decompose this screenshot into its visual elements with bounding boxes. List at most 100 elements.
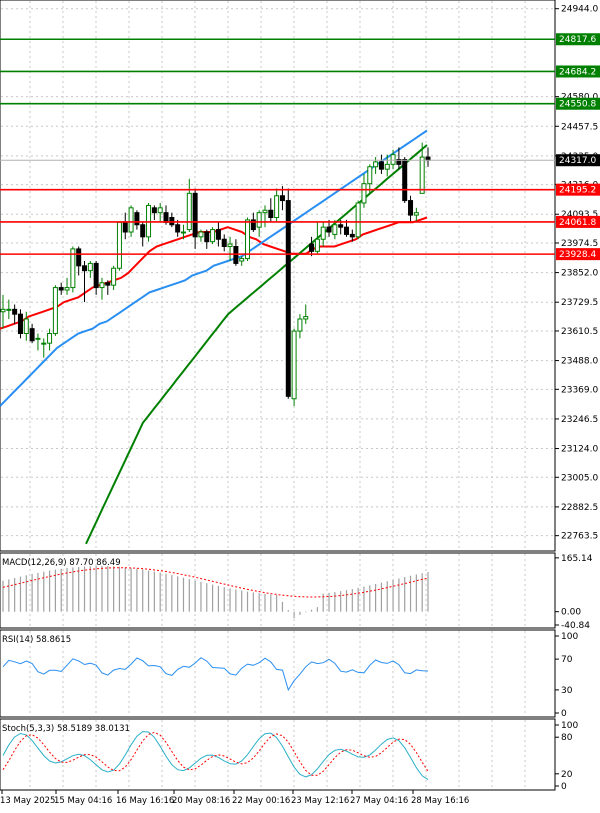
level-price-tag	[556, 248, 600, 261]
y-tick-label: 22763.5	[561, 532, 598, 542]
candle-body[interactable]	[0, 308, 6, 313]
candle-body[interactable]	[408, 200, 414, 216]
candle-body[interactable]	[116, 221, 122, 269]
candle-body[interactable]	[378, 161, 384, 170]
candle-body[interactable]	[262, 209, 268, 214]
candle-body[interactable]	[82, 265, 88, 272]
candle-body[interactable]	[274, 195, 280, 218]
candle-body[interactable]	[134, 212, 140, 226]
candle-body[interactable]	[52, 287, 58, 335]
candle-body[interactable]	[343, 226, 349, 235]
x-tick-label: 20 May 08:16	[172, 796, 230, 806]
candle-body[interactable]	[402, 159, 408, 202]
candle-body[interactable]	[326, 226, 332, 233]
candle-body[interactable]	[367, 166, 373, 185]
y-tick-label: 23369.0	[561, 385, 598, 395]
macd-tick-label: 165.14	[561, 554, 593, 564]
stoch-tick-label: 80	[561, 733, 573, 743]
level-price-label: 24061.8	[559, 218, 596, 228]
y-tick-label: 23729.5	[561, 298, 598, 308]
candle-body[interactable]	[111, 267, 117, 286]
candle-body[interactable]	[105, 282, 111, 286]
candle-body[interactable]	[192, 192, 198, 238]
candle-body[interactable]	[17, 313, 23, 334]
candle-body[interactable]	[297, 318, 303, 332]
candle-body[interactable]	[320, 226, 326, 240]
candle-body[interactable]	[355, 202, 361, 238]
candle-body[interactable]	[239, 258, 245, 262]
level-price-label: 24195.2	[559, 186, 596, 196]
candle-body[interactable]	[70, 248, 76, 289]
candle-body[interactable]	[215, 229, 221, 240]
level-price-label: 24817.6	[559, 35, 596, 45]
y-tick-label: 23005.0	[561, 473, 598, 483]
candle-body[interactable]	[23, 318, 29, 334]
candle-body[interactable]	[12, 308, 18, 315]
stoch-tick-label: 0	[561, 782, 567, 792]
level-price-tag	[556, 65, 600, 78]
candle-body[interactable]	[35, 337, 41, 340]
y-tick-label: 23974.5	[561, 239, 598, 249]
candle-body[interactable]	[268, 209, 274, 218]
x-tick-label: 13 May 2025	[0, 796, 55, 806]
candle-body[interactable]	[314, 238, 320, 252]
candle-body[interactable]	[76, 248, 82, 267]
candle-body[interactable]	[140, 224, 146, 238]
candle-body[interactable]	[87, 262, 93, 272]
macd-title: MACD(12,26,9) 87.70 86.49	[2, 558, 121, 568]
candle-body[interactable]	[128, 207, 134, 233]
candle-body[interactable]	[99, 282, 105, 289]
candle-body[interactable]	[309, 243, 315, 252]
candle-body[interactable]	[285, 200, 291, 397]
candle-body[interactable]	[349, 233, 355, 238]
candle-body[interactable]	[413, 212, 419, 216]
candle-body[interactable]	[93, 262, 99, 289]
candle-body[interactable]	[198, 231, 204, 238]
candle-body[interactable]	[151, 207, 157, 214]
current-price-tag	[556, 154, 600, 167]
candle-body[interactable]	[175, 224, 181, 233]
y-tick-label: 23124.0	[561, 445, 598, 455]
candle-body[interactable]	[373, 161, 379, 168]
candle-body[interactable]	[279, 195, 285, 202]
candle-body[interactable]	[227, 243, 233, 247]
candle-body[interactable]	[204, 231, 210, 243]
candle-body[interactable]	[245, 219, 251, 260]
candle-body[interactable]	[250, 219, 256, 231]
candle-body[interactable]	[338, 224, 344, 228]
candle-body[interactable]	[122, 221, 128, 233]
candle-body[interactable]	[256, 212, 262, 228]
stochastic-panel	[0, 718, 556, 791]
candle-body[interactable]	[210, 229, 216, 243]
candle-body[interactable]	[390, 154, 396, 165]
candle-body[interactable]	[186, 192, 192, 231]
level-price-label: 24684.2	[559, 67, 596, 77]
candle-body[interactable]	[233, 246, 239, 264]
candle-body[interactable]	[163, 212, 169, 223]
candle-body[interactable]	[180, 231, 186, 234]
candle-body[interactable]	[6, 308, 12, 311]
macd-panel	[0, 552, 556, 629]
candle-body[interactable]	[384, 163, 390, 170]
candle-body[interactable]	[58, 287, 64, 291]
candle-body[interactable]	[157, 207, 163, 214]
candle-body[interactable]	[47, 333, 53, 344]
candle-body[interactable]	[361, 183, 367, 204]
candle-body[interactable]	[303, 316, 309, 320]
level-price-tag	[556, 33, 600, 46]
candle-body[interactable]	[419, 156, 425, 194]
rsi-title: RSI(14) 58.8615	[2, 635, 71, 645]
candle-body[interactable]	[396, 159, 402, 165]
candle-body[interactable]	[332, 224, 338, 235]
candle-body[interactable]	[41, 342, 47, 345]
y-tick-label: 24580.0	[561, 93, 598, 103]
candle-body[interactable]	[221, 238, 227, 247]
candle-body[interactable]	[64, 287, 70, 291]
rsi-line	[2, 657, 429, 692]
rsi-tick-label: 0	[561, 709, 567, 719]
level-price-label: 24550.8	[559, 100, 596, 110]
candle-body[interactable]	[291, 330, 297, 400]
candle-body[interactable]	[29, 328, 35, 342]
